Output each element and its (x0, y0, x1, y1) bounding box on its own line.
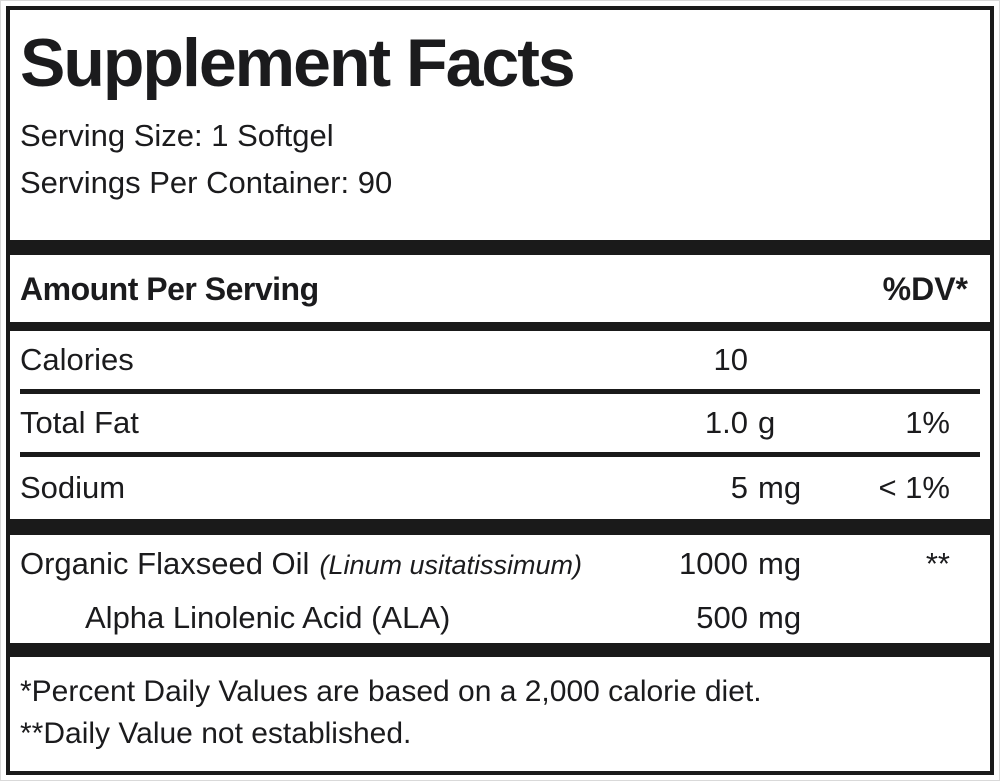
nutrient-dv: < 1% (878, 470, 950, 505)
thick-rule-middle (10, 519, 990, 535)
ingredient-name: Organic Flaxseed Oil (Linum usitatissimum… (20, 546, 583, 581)
column-header-row: Amount Per Serving %DV* (20, 255, 980, 322)
footnotes: *Percent Daily Values are based on a 2,0… (20, 657, 980, 755)
serving-info: Serving Size: 1 Softgel Servings Per Con… (20, 112, 980, 206)
amount-per-serving-heading: Amount Per Serving (20, 271, 319, 307)
label-panel: Supplement Facts Serving Size: 1 Softgel… (6, 6, 994, 775)
ingredient-dv: ** (925, 546, 950, 581)
nutrient-name: Sodium (20, 470, 126, 505)
ingredient-latin-name: (Linum usitatissimum) (319, 550, 583, 580)
serving-size: Serving Size: 1 Softgel (20, 118, 334, 153)
nutrient-name: Calories (20, 342, 134, 377)
thick-rule-top (10, 240, 990, 255)
nutrient-row-sodium: Sodium 5 mg < 1% (20, 457, 980, 519)
thick-rule-bottom (10, 643, 990, 657)
ingredient-amount: 1000 mg (679, 546, 802, 581)
nutrient-row-total-fat: Total Fat 1.0 g 1% (20, 394, 980, 457)
label-title: Supplement Facts (20, 25, 576, 101)
nutrient-amount: 5 mg (730, 470, 802, 505)
nutrient-table: Calories 10 Total Fat 1.0 g 1% Sodium 5 mg… (20, 331, 980, 519)
percent-dv-heading: %DV* (882, 271, 968, 307)
nutrient-amount: 10 (713, 342, 748, 377)
medium-rule (10, 322, 990, 331)
ingredient-name: Alpha Linolenic Acid (ALA) (85, 600, 451, 635)
ingredient-row-flaxseed-oil: Organic Flaxseed Oil (Linum usitatissimum… (20, 535, 980, 593)
nutrient-dv: 1% (905, 405, 950, 440)
footnote-percent-dv: *Percent Daily Values are based on a 2,0… (20, 675, 762, 708)
nutrient-row-calories: Calories 10 (20, 331, 980, 394)
nutrient-name: Total Fat (20, 405, 139, 440)
footnote-dv-not-established: **Daily Value not established. (20, 717, 412, 750)
ingredient-table: Organic Flaxseed Oil (Linum usitatissimum… (20, 535, 980, 643)
ingredient-row-ala: Alpha Linolenic Acid (ALA) 500 mg (20, 593, 980, 643)
ingredient-amount: 500 mg (696, 600, 802, 635)
nutrient-amount: 1.0 g (704, 405, 776, 440)
servings-per-container: Servings Per Container: 90 (20, 165, 393, 200)
